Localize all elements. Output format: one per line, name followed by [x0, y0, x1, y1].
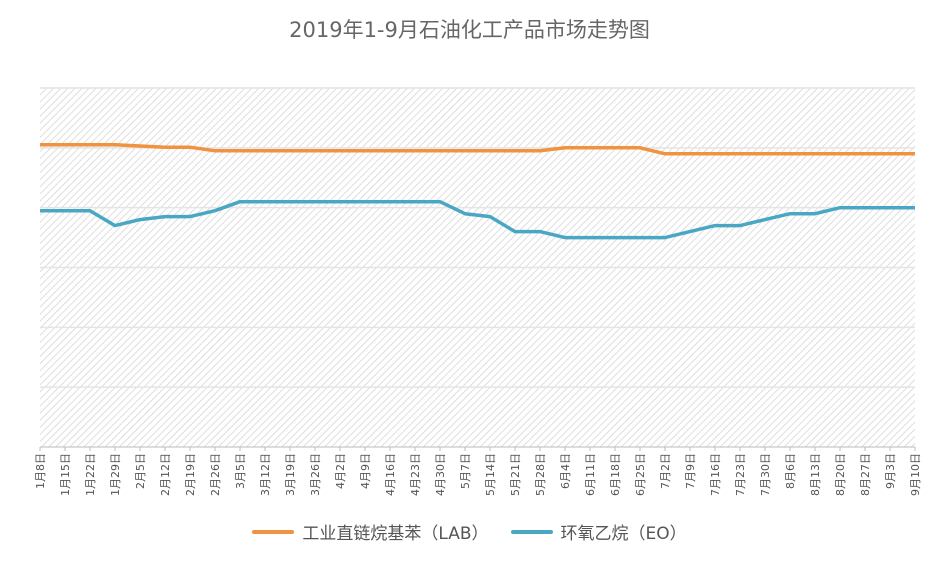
- x-tick-label: 7月30日: [759, 453, 772, 496]
- x-tick-label: 6月18日: [609, 453, 622, 496]
- x-tick-label: 3月12日: [259, 453, 272, 496]
- x-tick-label: 5月14日: [484, 453, 497, 496]
- x-tick-label: 3月26日: [309, 453, 322, 496]
- x-tick-label: 9月3日: [884, 453, 897, 489]
- x-tick-label: 2月5日: [134, 453, 147, 489]
- x-tick-label: 8月27日: [859, 453, 872, 496]
- x-tick-label: 7月16日: [709, 453, 722, 496]
- x-tick-label: 5月7日: [459, 453, 472, 489]
- x-tick-label: 1月29日: [109, 453, 122, 496]
- legend-swatch-lab: [252, 529, 295, 534]
- x-tick-label: 8月13日: [809, 453, 822, 496]
- x-tick-label: 8月6日: [784, 453, 797, 489]
- x-tick-label: 1月15日: [59, 453, 72, 496]
- legend-label-lab: 工业直链烷基苯（LAB）: [302, 524, 489, 544]
- x-tick-label: 2月12日: [159, 453, 172, 496]
- legend-label-eo: 环氧乙烷（EO）: [560, 524, 687, 544]
- legend-item-eo[interactable]: 环氧乙烷（EO）: [510, 519, 687, 544]
- legend-swatch-eo: [510, 529, 553, 534]
- series-line-eo[interactable]: [40, 199, 915, 240]
- x-tick-label: 7月2日: [659, 453, 672, 489]
- x-axis-ticks: 1月8日 1月15日 1月22日 1月29日 2月5日 2月12日 2月19日 2月26日 3月…: [34, 447, 922, 496]
- series-lines: [40, 143, 915, 240]
- x-tick-label: 6月11日: [584, 453, 597, 496]
- x-tick-label: 7月23日: [734, 453, 747, 496]
- x-tick-label: 1月22日: [84, 453, 97, 496]
- x-tick-label: 9月10日: [909, 453, 922, 496]
- x-tick-label: 2月26日: [209, 453, 222, 496]
- x-tick-label: 2月19日: [184, 453, 197, 496]
- x-tick-label: 1月8日: [34, 453, 47, 489]
- legend: 工业直链烷基苯（LAB） 环氧乙烷（EO）: [0, 519, 939, 544]
- chart-title: 2019年1-9月石油化工产品市场走势图: [289, 18, 650, 42]
- x-tick-label: 4月2日: [334, 453, 347, 489]
- x-tick-label: 5月28日: [534, 453, 547, 496]
- x-tick-label: 4月23日: [409, 453, 422, 496]
- x-tick-label: 5月21日: [509, 453, 522, 496]
- x-tick-label: 6月4日: [559, 453, 572, 489]
- x-tick-label: 3月19日: [284, 453, 297, 496]
- legend-item-lab[interactable]: 工业直链烷基苯（LAB）: [252, 519, 489, 544]
- x-tick-label: 6月25日: [634, 453, 647, 496]
- x-tick-label: 8月20日: [834, 453, 847, 496]
- x-tick-label: 4月9日: [359, 453, 372, 489]
- x-tick-label: 4月30日: [434, 453, 447, 496]
- x-tick-label: 4月16日: [384, 453, 397, 496]
- series-line-lab[interactable]: [40, 143, 915, 156]
- x-tick-label: 3月5日: [234, 453, 247, 489]
- x-tick-label: 7月9日: [684, 453, 697, 489]
